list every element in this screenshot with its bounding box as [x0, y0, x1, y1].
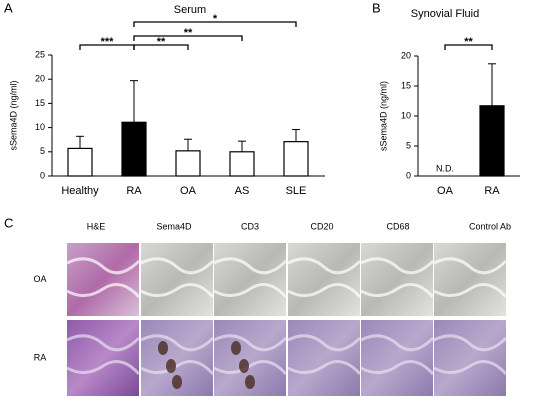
- y-tick-label: 0: [40, 170, 45, 180]
- column-label: CD3: [241, 221, 259, 231]
- bar: [175, 150, 201, 177]
- bar: [121, 121, 147, 177]
- y-tick-label: 0: [406, 170, 411, 180]
- stain-blob: [245, 375, 255, 389]
- row-label: OA: [33, 274, 46, 284]
- histology-image: [288, 243, 360, 316]
- column-label: Control Ab: [469, 221, 511, 231]
- histology-image: [361, 320, 433, 396]
- column-label: Sema4D: [156, 221, 192, 231]
- column-label: CD68: [386, 221, 409, 231]
- x-tick-label: RA: [484, 185, 500, 197]
- tissue-texture: [433, 257, 508, 299]
- histology-image: [434, 320, 506, 396]
- stain-blob: [231, 341, 241, 355]
- histology-image: [67, 243, 139, 316]
- x-tick-label: SLE: [286, 185, 307, 197]
- panel-letter: C: [4, 215, 13, 230]
- x-tick-label: OA: [437, 185, 454, 197]
- row-label: RA: [34, 352, 47, 362]
- y-tick-label: 10: [35, 122, 45, 132]
- panel-letter: A: [4, 0, 13, 15]
- histology-image: [434, 243, 506, 316]
- significance-label: ***: [101, 36, 115, 48]
- bar: [67, 147, 93, 177]
- histology-image: [288, 320, 360, 396]
- bar: [479, 105, 505, 177]
- y-tick-label: 25: [35, 49, 45, 59]
- panel-letter: B: [372, 0, 381, 15]
- bar: [283, 141, 309, 177]
- y-axis-label: sSema4D (ng/ml): [378, 81, 388, 151]
- column-label: H&E: [87, 221, 106, 231]
- significance-label: **: [464, 36, 473, 48]
- x-tick-label: AS: [235, 185, 250, 197]
- tissue-texture: [360, 257, 435, 299]
- x-tick-label: Healthy: [61, 185, 99, 197]
- significance-label: **: [184, 27, 193, 39]
- significance-label: *: [213, 13, 218, 25]
- tissue-texture: [287, 334, 362, 376]
- y-tick-label: 5: [40, 146, 45, 156]
- chart-title: Synovial Fluid: [411, 8, 479, 20]
- chart-title: Serum: [174, 4, 206, 16]
- tissue-texture: [140, 257, 215, 299]
- stain-blob: [239, 359, 249, 373]
- histology-image: [361, 243, 433, 316]
- x-tick-label: OA: [180, 185, 197, 197]
- tissue-texture: [66, 257, 141, 299]
- histology-image: [141, 243, 213, 316]
- tissue-texture: [433, 334, 508, 376]
- tissue-texture: [213, 334, 288, 376]
- column-label: CD20: [310, 221, 333, 231]
- y-tick-label: 15: [35, 98, 45, 108]
- y-tick-label: 20: [401, 50, 411, 60]
- y-tick-label: 10: [401, 110, 411, 120]
- value-label: N.D.: [436, 163, 454, 173]
- tissue-texture: [213, 257, 288, 299]
- y-tick-label: 5: [406, 140, 411, 150]
- tissue-texture: [287, 257, 362, 299]
- histology-image: [67, 320, 139, 396]
- significance-bracket: [444, 44, 493, 50]
- significance-bracket: [133, 44, 189, 50]
- y-tick-label: 20: [35, 74, 45, 84]
- tissue-texture: [66, 334, 141, 376]
- histology-image: [214, 243, 286, 316]
- stain-blob: [166, 359, 176, 373]
- significance-bracket: [133, 35, 243, 41]
- significance-label: **: [157, 36, 166, 48]
- x-tick-label: RA: [126, 185, 142, 197]
- bar: [229, 151, 255, 177]
- tissue-texture: [140, 334, 215, 376]
- y-tick-label: 15: [401, 80, 411, 90]
- tissue-texture: [360, 334, 435, 376]
- stain-blob: [158, 341, 168, 355]
- y-axis-label: sSema4D (ng/ml): [8, 80, 18, 150]
- significance-bracket: [133, 21, 297, 27]
- stain-blob: [172, 375, 182, 389]
